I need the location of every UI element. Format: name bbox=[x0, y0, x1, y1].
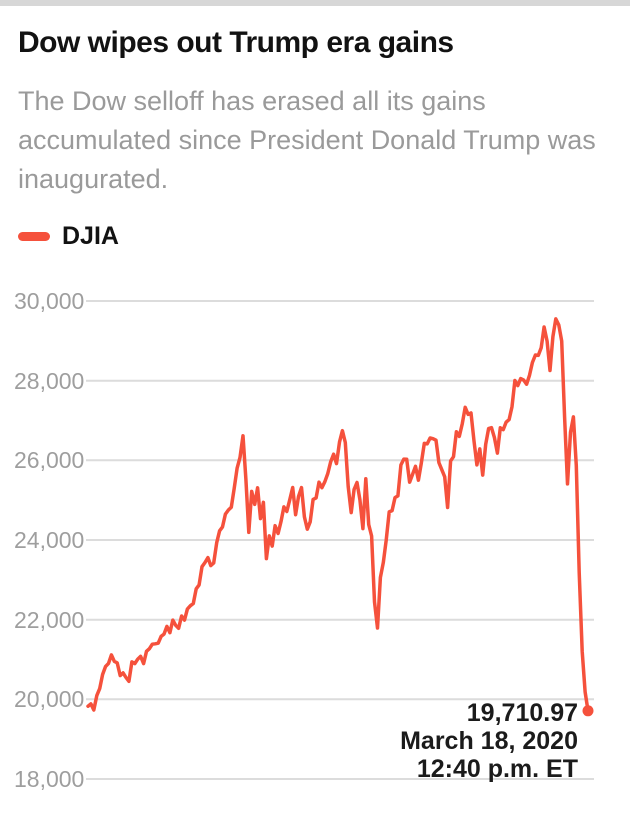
legend: DJIA bbox=[18, 222, 119, 251]
chart-title: Dow wipes out Trump era gains bbox=[18, 26, 454, 59]
legend-swatch-djia bbox=[18, 232, 50, 241]
y-axis-tick-label: 18,000 bbox=[14, 766, 85, 792]
y-axis-tick-label: 24,000 bbox=[14, 527, 85, 553]
y-axis-tick-label: 30,000 bbox=[14, 288, 85, 314]
y-axis-tick-label: 22,000 bbox=[14, 606, 85, 633]
endpoint-time: 12:40 p.m. ET bbox=[416, 755, 578, 783]
endpoint-annotation: 19,710.97 March 18, 2020 12:40 p.m. ET bbox=[400, 699, 578, 783]
legend-label-djia: DJIA bbox=[62, 222, 119, 250]
end-point-dot bbox=[582, 705, 594, 717]
y-axis-tick-label: 26,000 bbox=[14, 447, 85, 474]
endpoint-date: March 18, 2020 bbox=[400, 727, 578, 755]
chart-subtitle: The Dow selloff has erased all its gains… bbox=[18, 86, 596, 194]
djia-line bbox=[86, 317, 590, 713]
y-axis-tick-label: 28,000 bbox=[14, 367, 85, 394]
y-axis-tick-label: 20,000 bbox=[14, 686, 85, 713]
top-border-strip bbox=[0, 0, 630, 6]
endpoint-value: 19,710.97 bbox=[466, 699, 578, 727]
